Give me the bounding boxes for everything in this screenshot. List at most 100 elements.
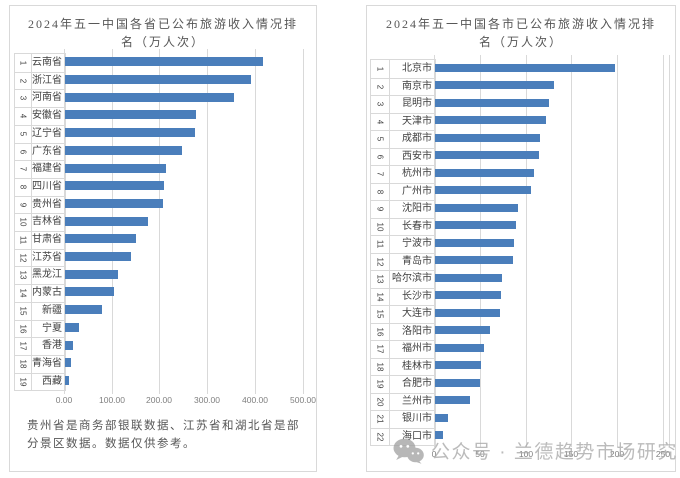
bar — [65, 93, 234, 102]
gridline — [526, 55, 527, 447]
bar — [65, 128, 195, 137]
gridline — [159, 49, 160, 394]
category-label: 福建省 — [32, 163, 62, 174]
row-divider — [371, 340, 435, 341]
bar — [65, 75, 251, 84]
rank-label: 16 — [18, 324, 28, 334]
bar — [435, 309, 500, 317]
row-divider — [371, 165, 435, 166]
category-label: 杭州市 — [402, 168, 432, 179]
row-divider — [15, 125, 65, 126]
rank-cell: 10 — [15, 213, 31, 231]
rank-cell: 15 — [371, 305, 389, 323]
gridline — [64, 49, 65, 394]
bar — [435, 431, 443, 439]
bar — [65, 341, 73, 350]
rank-cell: 9 — [15, 196, 31, 214]
bar — [65, 146, 182, 155]
rank-label: 3 — [375, 101, 385, 107]
axis-tick-label: 100 — [518, 449, 534, 459]
rank-cell: 9 — [371, 200, 389, 218]
bar — [65, 252, 131, 261]
chart-title: 2024年五一中国各市已公布旅游收入情况排 名（万人次） — [367, 15, 675, 51]
rank-label: 22 — [375, 432, 385, 442]
rank-label: 18 — [18, 359, 28, 369]
gridline — [303, 49, 304, 394]
rank-label: 2 — [18, 78, 28, 84]
chart-title-line: 2024年五一中国各市已公布旅游收入情况排 — [385, 17, 656, 31]
rank-label: 19 — [375, 379, 385, 389]
rank-label: 2 — [375, 84, 385, 90]
category-axis-table: 1 云南省 2 浙江省 3 河南省 4 安徽省 5 辽宁省 6 广东省 7 福建省 8 四川省 9 贵州省 10 吉林… — [14, 53, 66, 391]
rank-cell: 8 — [15, 178, 31, 196]
rank-label: 4 — [18, 113, 28, 119]
rank-cell: 17 — [15, 337, 31, 355]
category-label: 内蒙古 — [32, 287, 62, 298]
rank-cell: 18 — [371, 358, 389, 376]
row-divider — [15, 72, 65, 73]
rank-label: 5 — [18, 131, 28, 137]
bar — [65, 181, 164, 190]
category-label: 宁夏 — [42, 323, 62, 334]
rank-label: 1 — [18, 60, 28, 66]
row-divider — [371, 235, 435, 236]
footnote-line: 贵州省是商务部银联数据、江苏省和湖北省是部 — [27, 420, 300, 432]
rank-cell: 6 — [15, 143, 31, 161]
rank-cell: 12 — [15, 249, 31, 267]
row-divider — [371, 218, 435, 219]
rank-label: 12 — [375, 257, 385, 267]
row-divider — [15, 249, 65, 250]
rank-cell: 13 — [15, 266, 31, 284]
row-divider — [371, 183, 435, 184]
category-label: 沈阳市 — [402, 203, 432, 214]
row-divider — [15, 320, 65, 321]
category-label: 哈尔滨市 — [392, 273, 432, 284]
rank-cell: 22 — [371, 428, 389, 446]
row-divider — [15, 107, 65, 108]
row-divider — [371, 305, 435, 306]
rank-cell: 11 — [371, 235, 389, 253]
rank-cell: 13 — [371, 270, 389, 288]
bar — [65, 199, 163, 208]
category-label: 海口市 — [402, 431, 432, 442]
rank-label: 3 — [18, 95, 28, 101]
axis-tick-label: 250 — [655, 449, 671, 459]
rank-label: 17 — [375, 344, 385, 354]
gridline — [434, 55, 435, 447]
category-label: 成都市 — [402, 133, 432, 144]
rank-label: 17 — [18, 341, 28, 351]
category-label: 合肥市 — [402, 378, 432, 389]
rank-label: 8 — [18, 184, 28, 190]
row-divider — [15, 266, 65, 267]
category-label: 青海省 — [32, 358, 62, 369]
bar — [435, 221, 516, 229]
bar — [435, 344, 484, 352]
rank-cell: 11 — [15, 231, 31, 249]
rank-name-divider — [31, 54, 32, 390]
footnote: 贵州省是商务部银联数据、江苏省和湖北省是部 分景区数据。数据仅供参考。 — [27, 417, 300, 453]
bar — [435, 239, 514, 247]
axis-tick-label: 200 — [609, 449, 625, 459]
bar — [65, 164, 166, 173]
rank-label: 16 — [375, 327, 385, 337]
category-label: 桂林市 — [402, 361, 432, 372]
category-label: 昆明市 — [402, 98, 432, 109]
rank-label: 9 — [375, 206, 385, 212]
bar — [435, 256, 513, 264]
rank-label: 15 — [375, 309, 385, 319]
gridline — [207, 49, 208, 394]
rank-cell: 16 — [15, 320, 31, 338]
category-label: 洛阳市 — [402, 326, 432, 337]
row-divider — [371, 253, 435, 254]
axis-tick-label: 500.00 — [290, 395, 316, 405]
bar — [65, 270, 118, 279]
bar — [65, 57, 263, 66]
rank-cell: 20 — [371, 393, 389, 411]
category-label: 西安市 — [402, 151, 432, 162]
rank-label: 6 — [375, 154, 385, 160]
category-label: 新疆 — [42, 305, 62, 316]
rank-cell: 7 — [15, 160, 31, 178]
rank-name-divider — [389, 60, 390, 445]
bar — [65, 217, 148, 226]
